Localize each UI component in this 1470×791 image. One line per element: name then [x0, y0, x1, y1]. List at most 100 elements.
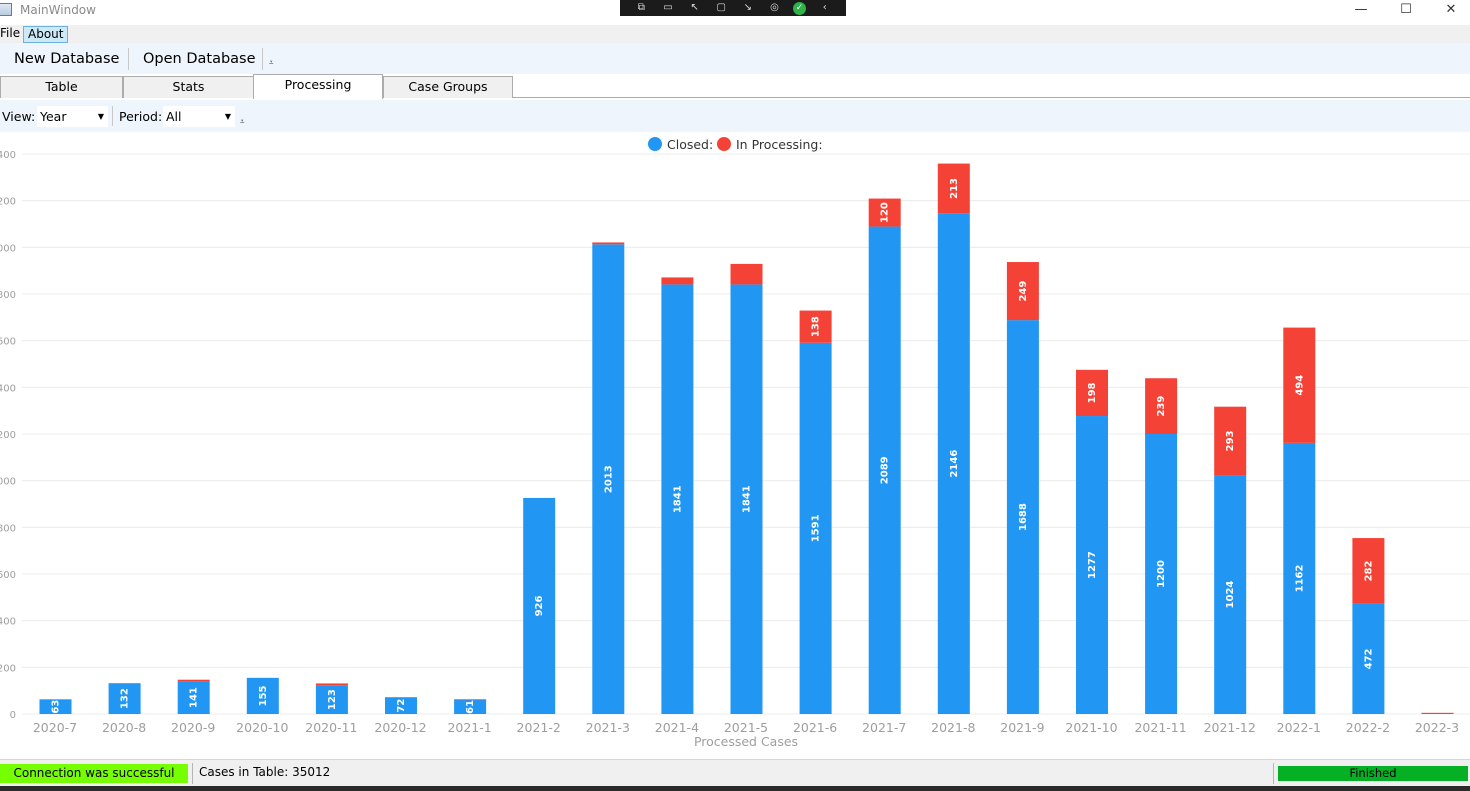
bar-value-label: 132	[120, 688, 131, 709]
bar-closed[interactable]	[523, 497, 556, 714]
bar-closed[interactable]	[385, 697, 417, 714]
bar-closed[interactable]	[868, 226, 901, 715]
bar-closed[interactable]	[108, 683, 141, 714]
bar-closed[interactable]	[1283, 442, 1316, 714]
bar-in-processing[interactable]	[315, 683, 348, 686]
bar-value-label: 1841	[672, 485, 683, 513]
bar-value-label: 472	[1363, 648, 1374, 669]
bar-closed[interactable]	[661, 284, 694, 714]
bar-closed[interactable]	[1352, 603, 1385, 714]
bar-closed[interactable]	[592, 244, 625, 715]
x-axis-title: Processed Cases	[694, 734, 798, 749]
bar-value-label: 1277	[1087, 551, 1098, 579]
x-tick-label: 2021-4	[655, 720, 699, 735]
bar-closed[interactable]	[1076, 416, 1108, 714]
x-tick-label: 2021-5	[724, 720, 768, 735]
bar-in-processing[interactable]	[868, 198, 901, 227]
status-bar: Connection was successful Cases in Table…	[0, 759, 1470, 786]
title-bar: MainWindow ⧉ ▭ ↖ ▢ ↘ ◎ ✓ ‹ — ☐ ✕	[0, 0, 1470, 24]
window-capture-icon[interactable]: ▢	[716, 2, 726, 13]
bar-value-label: 1162	[1294, 564, 1305, 592]
cursor-capture-icon[interactable]: ↘	[743, 2, 752, 13]
bar-in-processing[interactable]	[1214, 406, 1247, 476]
confirm-icon[interactable]: ✓	[793, 1, 807, 15]
bar-closed[interactable]	[1145, 434, 1178, 714]
bar-closed[interactable]	[799, 342, 832, 714]
x-tick-label: 2020-12	[374, 720, 426, 735]
capture-toolbar: ⧉ ▭ ↖ ▢ ↘ ◎ ✓ ‹	[620, 0, 846, 16]
x-tick-label: 2020-8	[102, 720, 146, 735]
y-tick-label: 800	[0, 523, 16, 534]
bar-closed[interactable]	[177, 681, 210, 714]
bar-in-processing[interactable]	[1145, 378, 1178, 434]
legend-in-processing-marker	[717, 137, 731, 151]
y-tick-label: 400	[0, 617, 16, 628]
menu-about[interactable]: About	[23, 26, 69, 43]
maximize-button[interactable]: ☐	[1400, 2, 1412, 17]
bar-closed[interactable]	[39, 699, 72, 714]
x-tick-label: 2021-6	[793, 720, 837, 735]
legend-closed-marker	[648, 137, 662, 151]
period-select-value: All	[166, 109, 182, 124]
minimize-button[interactable]: —	[1354, 2, 1368, 17]
tab-stats[interactable]: Stats	[123, 76, 254, 98]
bar-closed[interactable]	[730, 284, 763, 714]
view-select[interactable]: Year ▼	[37, 106, 108, 127]
bar-closed[interactable]	[246, 677, 279, 714]
y-tick-label: 1800	[0, 290, 16, 301]
status-separator	[1273, 763, 1274, 784]
bar-closed[interactable]	[1214, 475, 1247, 714]
bar-in-processing[interactable]	[730, 263, 763, 285]
bar-in-processing[interactable]	[1421, 712, 1454, 714]
bar-in-processing[interactable]	[1283, 327, 1316, 443]
period-select[interactable]: All ▼	[163, 106, 235, 127]
y-tick-label: 600	[0, 570, 16, 581]
y-tick-label: 2000	[0, 243, 16, 254]
x-tick-label: 2021-1	[447, 720, 491, 735]
y-tick-label: 1400	[0, 383, 16, 394]
legend-closed-label: Closed:	[667, 137, 713, 152]
bar-value-label: 1841	[742, 485, 753, 513]
bar-closed[interactable]	[454, 699, 487, 714]
bar-in-processing[interactable]	[454, 699, 487, 701]
bar-in-processing[interactable]	[937, 163, 970, 214]
bar-value-label: 239	[1156, 396, 1167, 417]
view-label: View:	[2, 109, 36, 124]
bar-in-processing[interactable]	[799, 310, 832, 343]
bar-value-label: 123	[327, 689, 338, 710]
x-tick-label: 2020-10	[236, 720, 288, 735]
y-tick-label: 0	[10, 710, 16, 721]
bar-closed[interactable]	[315, 685, 348, 714]
filter-overflow-icon[interactable]: ⩡	[240, 117, 245, 126]
bar-in-processing[interactable]	[177, 679, 210, 682]
x-tick-label: 2022-3	[1415, 720, 1459, 735]
toolbar-overflow-icon[interactable]: ⩡	[269, 58, 274, 67]
bar-in-processing[interactable]	[592, 242, 625, 245]
x-tick-label: 2020-11	[305, 720, 357, 735]
tab-table[interactable]: Table	[0, 76, 123, 98]
pointer-icon[interactable]: ↖	[690, 2, 699, 13]
region-capture-icon[interactable]: ⧉	[637, 2, 645, 13]
tab-processing[interactable]: Processing	[253, 74, 383, 99]
new-database-button[interactable]: New Database	[14, 51, 120, 67]
collapse-icon[interactable]: ‹	[822, 2, 827, 13]
open-database-button[interactable]: Open Database	[143, 51, 256, 67]
bar-in-processing[interactable]	[1076, 369, 1108, 417]
chart-bars: 63 132 141 155 123 72 61 926 2013 1841 1841 1591 138…	[39, 163, 1454, 715]
settings-icon[interactable]: ◎	[770, 2, 779, 13]
menu-bar: File About	[0, 25, 1470, 43]
tab-case-groups[interactable]: Case Groups	[383, 76, 513, 98]
bar-in-processing[interactable]	[1352, 538, 1385, 604]
bar-in-processing[interactable]	[1006, 262, 1039, 321]
menu-file[interactable]: File	[0, 26, 21, 40]
bar-value-label: 2146	[949, 450, 960, 478]
bar-in-processing[interactable]	[661, 277, 694, 285]
bar-closed[interactable]	[1006, 320, 1039, 714]
video-record-icon[interactable]: ▭	[663, 2, 673, 13]
y-tick-label: 1600	[0, 337, 16, 348]
close-button[interactable]: ✕	[1445, 2, 1457, 17]
x-axis: 2020-7 2020-8 2020-9 2020-10 2020-11 2020-12 2…	[33, 720, 1459, 735]
bar-closed[interactable]	[937, 213, 970, 714]
bar-value-label: 1688	[1018, 503, 1029, 531]
connection-status: Connection was successful	[0, 764, 188, 783]
